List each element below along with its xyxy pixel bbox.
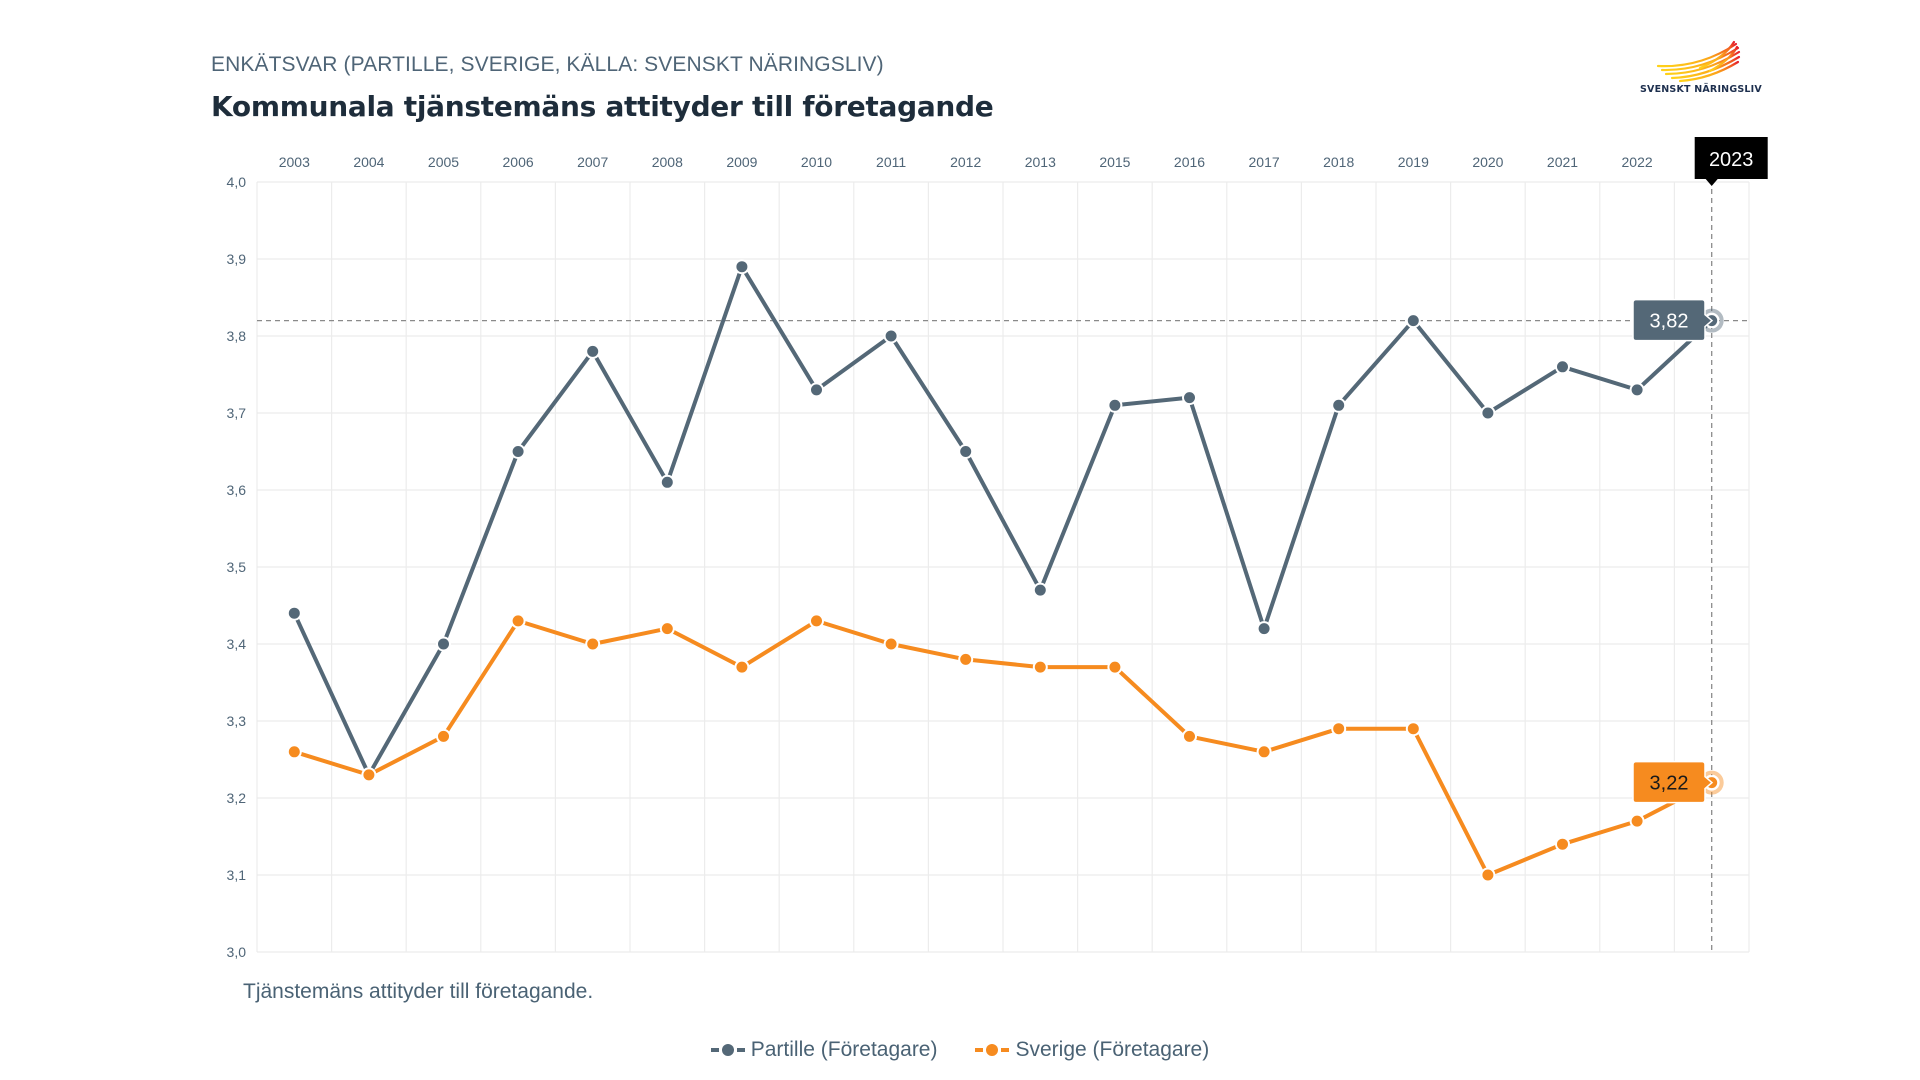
data-point[interactable]: [1405, 721, 1421, 737]
logo-text: SVENSKT NÄRINGSLIV: [1640, 84, 1762, 95]
data-point[interactable]: [1555, 836, 1570, 852]
chart-title: Kommunala tjänstemäns attityder till för…: [211, 90, 994, 123]
y-tick-label: 3,9: [227, 251, 247, 267]
data-point[interactable]: [510, 613, 526, 629]
data-point[interactable]: [1331, 397, 1347, 413]
y-tick-label: 3,0: [227, 944, 247, 960]
x-tick-label: 2011: [876, 154, 906, 170]
series-sverige[interactable]: [286, 613, 1724, 883]
x-tick-label: 2017: [1249, 154, 1280, 170]
data-point[interactable]: [1331, 721, 1347, 737]
data-point[interactable]: [659, 474, 675, 490]
series-line: [292, 264, 1714, 777]
line-marker-icon: [975, 1043, 1010, 1057]
y-tick-label: 4,0: [227, 174, 247, 190]
data-point[interactable]: [510, 444, 526, 459]
year-tooltip: 2023: [1694, 137, 1768, 186]
data-point[interactable]: [1629, 382, 1645, 398]
data-point[interactable]: [809, 382, 824, 398]
x-tick-label: 2013: [1025, 154, 1056, 170]
data-point[interactable]: [1182, 728, 1197, 744]
data-point[interactable]: [286, 744, 302, 760]
data-point[interactable]: [1032, 659, 1048, 675]
svenskt-naringsliv-logo: SVENSKT NÄRINGSLIV: [1640, 38, 1762, 98]
y-tick-label: 3,1: [227, 867, 247, 883]
data-point[interactable]: [585, 343, 601, 359]
x-tick-label: 2010: [801, 154, 832, 170]
y-tick-label: 3,8: [227, 328, 247, 344]
data-point[interactable]: [734, 259, 750, 275]
value-tooltip-label: 3,22: [1650, 773, 1689, 795]
data-point[interactable]: [1182, 390, 1197, 406]
data-point[interactable]: [734, 659, 750, 675]
x-tick-label: 2005: [428, 154, 459, 170]
year-tooltip-label: 2023: [1709, 149, 1754, 171]
series-line: [292, 618, 1714, 877]
y-tick-label: 3,3: [227, 713, 247, 729]
y-tick-label: 3,2: [227, 790, 247, 806]
data-point[interactable]: [1256, 621, 1272, 637]
x-tick-label: 2021: [1547, 154, 1578, 170]
data-point[interactable]: [883, 636, 899, 652]
chart-subtitle: ENKÄTSVAR (PARTILLE, SVERIGE, KÄLLA: SVE…: [211, 53, 884, 76]
chart-legend: Partille (Företagare) Sverige (Företagar…: [0, 1038, 1920, 1062]
x-tick-label: 2022: [1622, 154, 1653, 170]
x-tick-label: 2012: [950, 154, 981, 170]
x-tick-label: 2015: [1099, 154, 1130, 170]
x-tick-label: 2004: [353, 154, 384, 170]
data-point[interactable]: [1256, 744, 1272, 760]
data-point[interactable]: [958, 651, 974, 667]
data-point[interactable]: [1032, 582, 1048, 598]
data-point[interactable]: [1629, 813, 1645, 829]
x-tick-label: 2009: [726, 154, 757, 170]
x-tick-label: 2003: [279, 154, 310, 170]
x-tick-label: 2019: [1398, 154, 1429, 170]
wing-logo-icon: [1656, 40, 1741, 83]
legend-item-sverige[interactable]: Sverige (Företagare): [975, 1038, 1209, 1062]
data-point[interactable]: [1555, 359, 1570, 375]
line-marker-icon: [710, 1043, 745, 1057]
data-point[interactable]: [1480, 867, 1496, 883]
x-tick-label: 2007: [577, 154, 608, 170]
value-tooltip-sverige: 3,22: [1632, 760, 1714, 804]
data-point[interactable]: [436, 636, 451, 652]
x-axis-labels: 2003 2004 2005 2006 2007 2008 2009 2010 2011 2012…: [279, 154, 1653, 170]
chart-series[interactable]: [286, 259, 1724, 883]
data-point[interactable]: [883, 328, 899, 344]
data-point[interactable]: [809, 613, 824, 629]
chart-caption: Tjänstemäns attityder till företagande.: [243, 980, 594, 1003]
x-tick-label: 2006: [503, 154, 534, 170]
legend-label: Sverige (Företagare): [1015, 1038, 1210, 1061]
x-tick-label: 2008: [652, 154, 683, 170]
value-tooltip-partille: 3,82: [1632, 298, 1714, 342]
x-tick-label: 2018: [1323, 154, 1354, 170]
data-point[interactable]: [585, 636, 601, 652]
value-tooltip-label: 3,82: [1650, 311, 1689, 333]
y-tick-label: 3,4: [227, 636, 247, 652]
data-point[interactable]: [958, 444, 974, 459]
legend-item-partille[interactable]: Partille (Företagare): [710, 1038, 938, 1062]
data-point[interactable]: [659, 621, 675, 637]
data-point[interactable]: [361, 767, 377, 783]
chart-grid: [256, 181, 1750, 953]
y-tick-label: 3,6: [227, 482, 247, 498]
data-point[interactable]: [1480, 405, 1496, 421]
data-point[interactable]: [436, 728, 451, 744]
data-point[interactable]: [1107, 397, 1123, 413]
y-tick-label: 3,5: [227, 559, 247, 575]
y-tick-label: 3,7: [227, 405, 247, 421]
series-partille[interactable]: [286, 259, 1724, 783]
data-point[interactable]: [1107, 659, 1123, 675]
tooltips: 2023 3,82 3,22: [1632, 137, 1768, 804]
legend-label: Partille (Företagare): [750, 1038, 938, 1061]
x-tick-label: 2016: [1174, 154, 1205, 170]
x-tick-label: 2020: [1472, 154, 1503, 170]
pointer-icon: [1705, 179, 1718, 186]
crosshair-lines: [257, 180, 1749, 952]
data-point[interactable]: [1405, 313, 1421, 329]
y-axis-labels: 4,0 3,9 3,8 3,7 3,6 3,5 3,4 3,3 3,2 3,1 3,0: [227, 174, 247, 960]
data-point[interactable]: [286, 605, 302, 621]
